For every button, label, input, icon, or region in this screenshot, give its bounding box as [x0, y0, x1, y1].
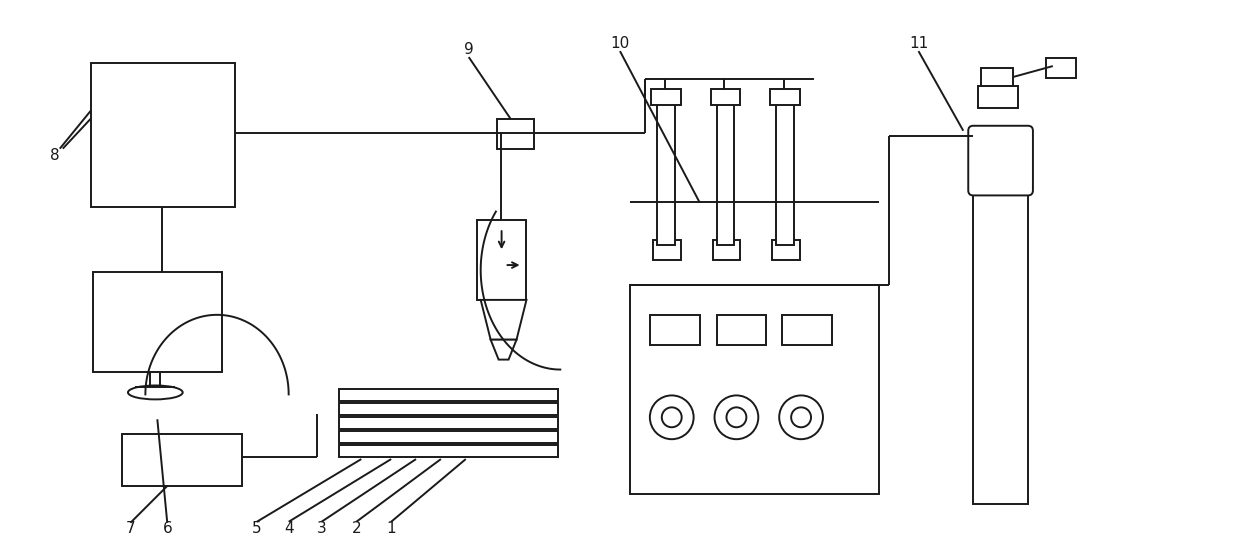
Bar: [711, 89, 740, 105]
Bar: [713, 240, 740, 260]
Text: 2: 2: [351, 521, 361, 536]
Circle shape: [650, 395, 693, 439]
Text: 1: 1: [387, 521, 396, 536]
Bar: [340, 431, 558, 443]
Text: 3: 3: [316, 521, 326, 536]
Bar: [93, 272, 222, 372]
Ellipse shape: [128, 385, 182, 399]
Polygon shape: [491, 340, 517, 360]
Bar: [630, 285, 879, 494]
Text: 9: 9: [464, 42, 474, 57]
Bar: [340, 389, 558, 402]
Circle shape: [662, 407, 682, 427]
Bar: [340, 417, 558, 429]
Text: 11: 11: [909, 36, 928, 51]
Text: 4: 4: [284, 521, 294, 536]
Text: 10: 10: [610, 36, 630, 51]
Bar: [717, 101, 734, 245]
Bar: [773, 240, 800, 260]
Bar: [1045, 58, 1076, 78]
Bar: [91, 63, 234, 207]
Text: 7: 7: [125, 521, 135, 536]
Bar: [717, 315, 766, 345]
Bar: [978, 86, 1018, 108]
Bar: [651, 89, 681, 105]
Bar: [496, 119, 534, 149]
Bar: [776, 101, 794, 245]
Bar: [340, 445, 558, 457]
Text: 6: 6: [162, 521, 172, 536]
Bar: [340, 403, 558, 416]
Circle shape: [791, 407, 811, 427]
Bar: [657, 101, 675, 245]
Circle shape: [779, 395, 823, 439]
Bar: [650, 315, 699, 345]
Circle shape: [727, 407, 746, 427]
Bar: [973, 185, 1028, 504]
Bar: [981, 68, 1013, 86]
Polygon shape: [481, 300, 527, 340]
Text: 8: 8: [50, 148, 60, 163]
Text: 5: 5: [252, 521, 262, 536]
Bar: [123, 434, 242, 486]
Circle shape: [714, 395, 759, 439]
Bar: [652, 240, 681, 260]
FancyBboxPatch shape: [968, 126, 1033, 196]
Bar: [476, 220, 527, 300]
Bar: [782, 315, 832, 345]
Bar: [770, 89, 800, 105]
